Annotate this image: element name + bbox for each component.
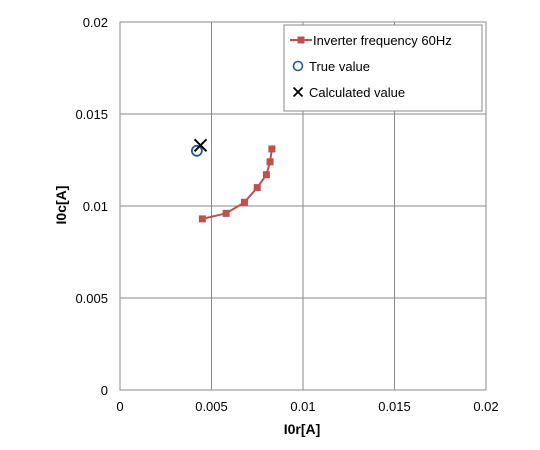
y-tick-label: 0.005 <box>75 291 108 306</box>
series-layer <box>190 138 276 223</box>
legend-item-true-value: True value <box>292 59 370 74</box>
x-tick-label: 0.02 <box>473 399 498 414</box>
legend-square-marker-icon <box>297 36 305 44</box>
data-point-square <box>253 184 261 192</box>
plot-area: 0 0.005 0.01 0.015 0.02 0 0.005 0.01 0.015 0.02 <box>75 15 498 414</box>
legend-item-inverter: Inverter frequency 60Hz <box>290 33 452 48</box>
data-point-square <box>222 209 230 217</box>
legend-label-true-value: True value <box>309 59 370 74</box>
x-axis-title: I0r[A] <box>284 421 321 437</box>
y-axis-title: I0c[A] <box>53 186 69 225</box>
data-point-square <box>268 145 276 153</box>
series-line-square <box>198 145 276 223</box>
legend-box <box>283 24 483 112</box>
legend-label-inverter: Inverter frequency 60Hz <box>313 33 452 48</box>
x-tick-label: 0 <box>116 399 123 414</box>
x-tick-label: 0.015 <box>378 399 411 414</box>
series-cross <box>193 138 208 152</box>
data-point-cross <box>193 138 208 152</box>
y-axis-ticks: 0 0.005 0.01 0.015 0.02 <box>75 15 108 398</box>
data-point-square <box>266 158 274 166</box>
series-line <box>202 148 273 220</box>
y-tick-label: 0.01 <box>83 199 108 214</box>
y-tick-label: 0 <box>101 383 108 398</box>
x-axis-ticks: 0 0.005 0.01 0.015 0.02 <box>116 399 498 414</box>
data-point-square <box>262 171 270 179</box>
legend: Inverter frequency 60Hz True value Calcu… <box>283 24 483 112</box>
series-circle <box>190 144 203 157</box>
y-tick-label: 0.015 <box>75 107 108 122</box>
legend-circle-marker-icon <box>292 60 304 72</box>
data-point-square <box>198 215 206 223</box>
legend-cross-marker-icon <box>292 86 304 98</box>
data-point-square <box>240 198 248 206</box>
y-tick-label: 0.02 <box>83 15 108 30</box>
x-tick-label: 0.005 <box>195 399 228 414</box>
x-tick-label: 0.01 <box>290 399 315 414</box>
legend-label-calculated-value: Calculated value <box>309 85 405 100</box>
legend-item-calculated-value: Calculated value <box>292 85 405 100</box>
data-point-circle <box>190 144 203 157</box>
